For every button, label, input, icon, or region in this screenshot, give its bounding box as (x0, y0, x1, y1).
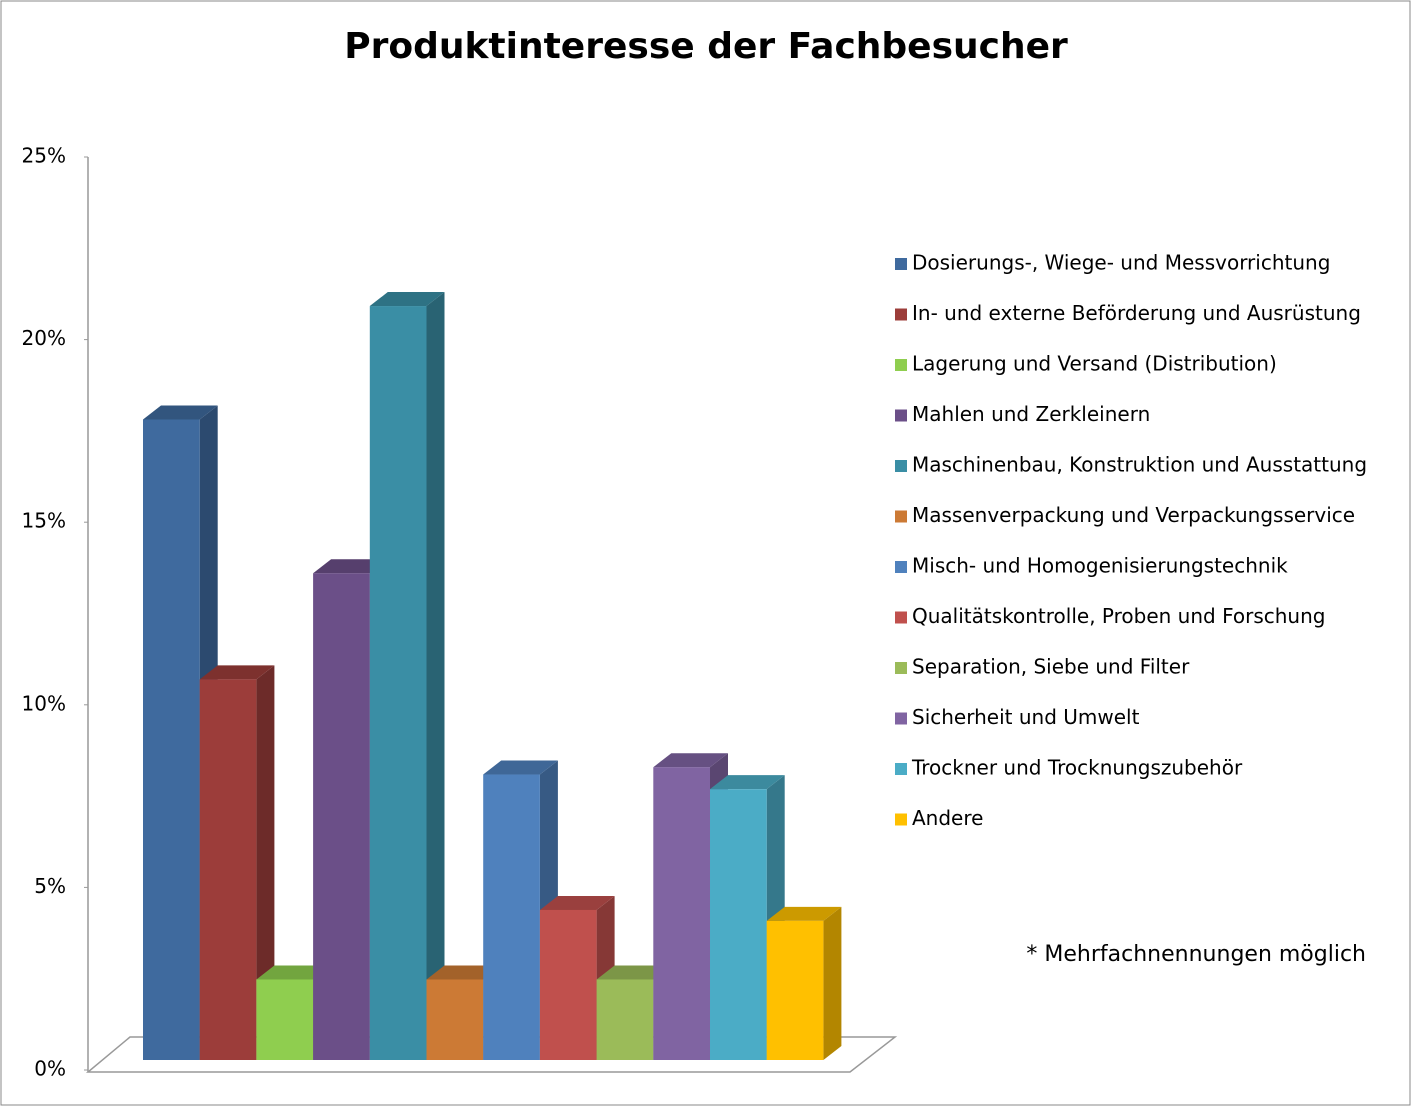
bar (766, 920, 824, 1060)
legend-label: Massenverpackung und Verpackungsservice (912, 503, 1355, 527)
legend-swatch (895, 561, 907, 573)
legend-swatch (895, 409, 907, 422)
legend-swatch (895, 460, 907, 472)
legend-label: Andere (912, 806, 983, 830)
legend-swatch (895, 662, 907, 674)
bar (143, 419, 200, 1060)
bar (426, 979, 484, 1060)
legend-label: Mahlen und Zerkleinern (912, 402, 1150, 426)
y-tick-label: 20% (22, 326, 66, 350)
legend-swatch (895, 510, 907, 523)
bar (199, 679, 257, 1060)
legend-label: Qualitätskontrolle, Proben und Forschung (912, 604, 1325, 628)
bar-top (539, 895, 615, 910)
bar-side (823, 906, 842, 1060)
legend-label: Misch- und Homogenisierungstechnik (912, 554, 1288, 578)
bar-top (369, 292, 445, 307)
bar (710, 789, 767, 1060)
legend-swatch (895, 813, 907, 826)
bar-top (426, 965, 502, 980)
bar (369, 306, 427, 1060)
bar-top (313, 559, 388, 574)
legend-label: Maschinenbau, Konstruktion und Ausstattu… (912, 453, 1367, 477)
y-tick-label: 10% (22, 691, 66, 715)
legend-swatch (895, 308, 907, 321)
bar (313, 573, 370, 1060)
legend-swatch (895, 611, 907, 624)
bar-top (596, 965, 672, 980)
bar-top (653, 753, 728, 768)
bar (596, 979, 654, 1060)
bar-top (199, 665, 275, 680)
bar (483, 774, 540, 1060)
legend-swatch (895, 258, 907, 270)
legend-label: In- und externe Beförderung und Ausrüstu… (912, 301, 1361, 325)
legend-label: Lagerung und Versand (Distribution) (912, 352, 1277, 376)
bar-top (143, 405, 218, 420)
y-tick-label: 0% (34, 1057, 66, 1081)
bar (256, 979, 314, 1060)
legend-swatch (895, 359, 907, 371)
legend-swatch (895, 712, 907, 725)
y-tick-label: 5% (34, 874, 66, 898)
bar (653, 767, 710, 1060)
bar-top (710, 775, 785, 790)
chart-title: Produktinteresse der Fachbesucher (344, 26, 1068, 67)
bar-top (483, 760, 558, 775)
legend-label: Separation, Siebe und Filter (912, 655, 1190, 679)
legend-label: Trockner und Trocknungszubehör (911, 756, 1243, 780)
y-tick-label: 25% (22, 144, 66, 168)
bar-top (256, 965, 332, 980)
bar (539, 909, 597, 1060)
bar-side (256, 665, 275, 1060)
bar-top (766, 906, 842, 921)
annotation: * Mehrfachnennungen möglich (1026, 942, 1366, 967)
y-tick-label: 15% (22, 509, 66, 533)
legend-swatch (895, 763, 907, 775)
bar-side (426, 292, 445, 1060)
legend-label: Dosierungs-, Wiege- und Messvorrichtung (912, 251, 1330, 275)
legend-label: Sicherheit und Umwelt (912, 705, 1140, 729)
